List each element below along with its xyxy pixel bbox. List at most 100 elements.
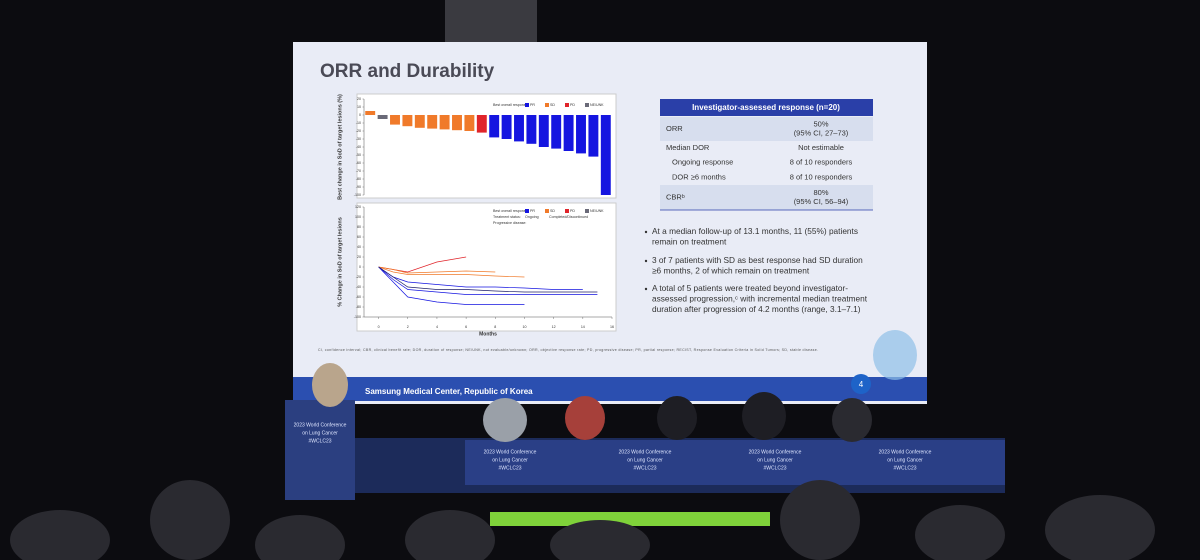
podium-text: 2023 World Conference [294, 422, 347, 428]
x-tick-label: 8 [494, 325, 496, 329]
y-tick-label: -60 [356, 161, 361, 165]
table-header-bg [660, 99, 873, 116]
bullet-text: duration after progression of 4.2 months… [652, 304, 861, 314]
footnote: CI, confidence interval; CBR, clinical b… [318, 348, 818, 352]
table-value: (95% CI, 27–73) [794, 128, 849, 137]
banner-text: 2023 World Conference [484, 449, 537, 455]
y-tick-label: -80 [356, 177, 361, 181]
y-tick-label: -70 [356, 169, 361, 173]
legend-label: Completed/Discontinued [549, 215, 588, 219]
table-label: DOR ≥6 months [672, 172, 726, 181]
bar [414, 115, 425, 128]
y-tick-label: 10 [357, 105, 361, 109]
y-tick-label: 100 [355, 215, 361, 219]
legend-label: SD [550, 209, 555, 213]
legend-swatch [585, 209, 589, 213]
x-tick-label: 14 [581, 325, 585, 329]
affiliation: Samsung Medical Center, Republic of Kore… [365, 387, 533, 396]
legend-label: PR [530, 103, 535, 107]
legend-label: Ongoing [525, 215, 539, 219]
legend-label: PD [570, 209, 575, 213]
legend-title: Treatment status: [493, 215, 521, 219]
table-banner [465, 440, 1005, 485]
table-value: 80% [813, 188, 828, 197]
banner-text: #WCLC23 [633, 465, 656, 471]
banner-text: 2023 World Conference [879, 449, 932, 455]
bar [402, 115, 413, 127]
bullet-text: 3 of 7 patients with SD as best response… [652, 255, 863, 265]
bar [538, 115, 549, 147]
bar [588, 115, 599, 157]
y-axis-label: Best change in SoD of target lesions (%) [337, 94, 343, 200]
bar [576, 115, 586, 154]
bullet-text: remain on treatment [652, 237, 727, 247]
page-number: 4 [859, 380, 864, 389]
bar [501, 115, 512, 139]
legend-title: Best overall response: [493, 209, 529, 213]
table-value: Not estimable [798, 143, 844, 152]
series-line [378, 266, 496, 274]
bullet-text: ≥6 months, 2 of which remain on treatmen… [652, 266, 810, 276]
x-tick-label: 10 [522, 325, 526, 329]
x-axis-label: Months [479, 331, 497, 337]
banner-text: #WCLC23 [763, 465, 786, 471]
y-tick-label: -20 [356, 275, 361, 279]
y-tick-label: -90 [356, 185, 361, 189]
bar [551, 115, 562, 149]
series-line [378, 266, 583, 290]
legend-label: SD [550, 103, 555, 107]
bullet-text: A total of 5 patients were treated beyon… [652, 283, 848, 293]
bullet-dot [644, 287, 648, 291]
legend-label: PD [570, 103, 575, 107]
y-tick-label: -40 [356, 145, 361, 149]
x-tick-label: 16 [610, 325, 614, 329]
x-tick-label: 12 [552, 325, 556, 329]
banner-text: #WCLC23 [893, 465, 916, 471]
y-tick-label: -100 [354, 315, 361, 319]
y-tick-label: 40 [357, 245, 361, 249]
bar [439, 115, 450, 130]
banner-text: #WCLC23 [498, 465, 521, 471]
y-tick-label: -40 [356, 285, 361, 289]
y-tick-label: -60 [356, 295, 361, 299]
y-tick-label: -100 [354, 193, 361, 197]
table-label: Median DOR [666, 143, 710, 152]
table-label: ORR [666, 124, 683, 133]
bar [427, 115, 438, 129]
legend-swatch [545, 103, 549, 107]
truss [445, 0, 537, 45]
y-tick-label: 120 [355, 205, 361, 209]
table-value: (95% CI, 56–94) [794, 197, 849, 206]
bullet-text: At a median follow-up of 13.1 months, 11… [652, 226, 858, 236]
bar [514, 115, 524, 142]
podium-text: #WCLC23 [308, 438, 331, 444]
table-value: 50% [813, 119, 828, 128]
y-tick-label: 0 [359, 265, 361, 269]
legend-swatch [525, 209, 529, 213]
series-line [378, 266, 598, 295]
logo [873, 330, 917, 380]
banner-text: on Lung Cancer [757, 457, 793, 463]
podium [285, 400, 355, 500]
table-label: Ongoing response [672, 157, 733, 166]
legend-title: Best overall response: [493, 103, 529, 107]
bar [476, 115, 487, 133]
bar [526, 115, 537, 144]
series-line [378, 266, 598, 293]
podium-text: on Lung Cancer [302, 430, 338, 436]
y-tick-label: 80 [357, 225, 361, 229]
legend-swatch [525, 103, 529, 107]
bar [365, 111, 376, 115]
bar [390, 115, 400, 125]
bar [563, 115, 574, 151]
y-tick-label: -80 [356, 305, 361, 309]
slide-footer-band [293, 377, 927, 401]
banner-text: on Lung Cancer [492, 457, 528, 463]
bullet-dot [644, 259, 648, 263]
bar [452, 115, 462, 131]
legend-swatch [565, 103, 569, 107]
banner-text: on Lung Cancer [887, 457, 923, 463]
x-tick-label: 4 [436, 325, 438, 329]
y-tick-label: 0 [359, 113, 361, 117]
